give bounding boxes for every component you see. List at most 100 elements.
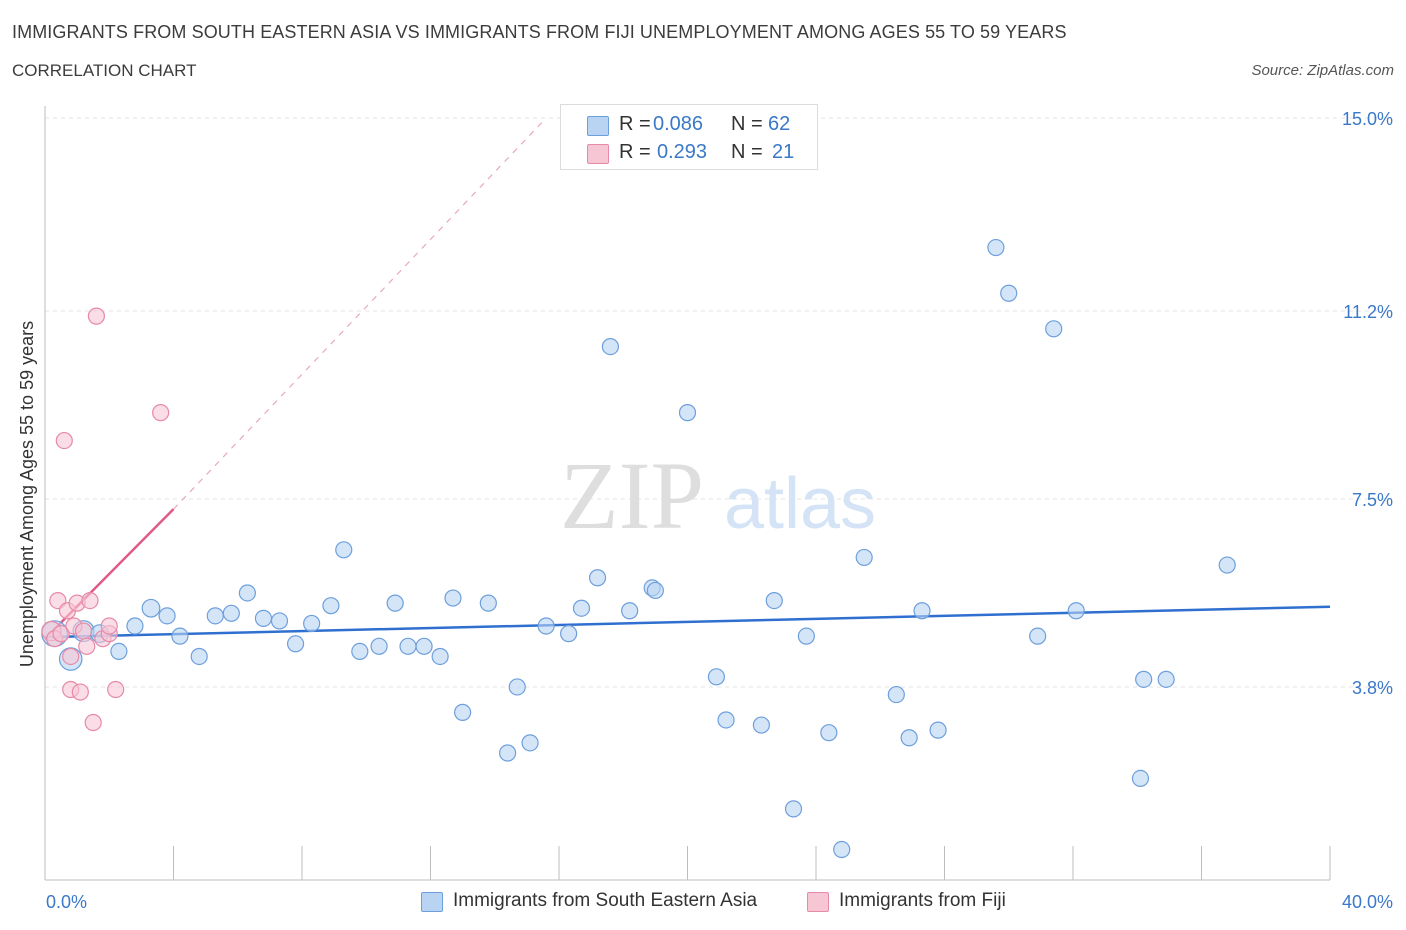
data-point-south-eastern-asia	[454, 703, 472, 721]
y-axis-title: Unemployment Among Ages 55 to 59 years	[17, 321, 37, 667]
data-point-south-eastern-asia	[572, 599, 591, 617]
data-point-fiji	[107, 680, 125, 699]
axes: 3.8% 7.5% 11.2% 15.0% 0.0% 40.0%	[44, 106, 1393, 912]
data-point-south-eastern-asia	[646, 581, 664, 600]
legend-n-label: N =	[731, 141, 763, 163]
data-point-fiji	[78, 637, 96, 655]
data-point-south-eastern-asia	[141, 598, 161, 618]
legend-r-value: 0.086	[653, 113, 704, 135]
legend-n-value: 62	[768, 113, 791, 135]
y-axis-title-group: Unemployment Among Ages 55 to 59 years	[17, 321, 37, 667]
source-credit: Source: ZipAtlas.com	[1251, 62, 1394, 79]
legend-r-value: 0.293	[657, 141, 708, 163]
data-point-south-eastern-asia	[303, 614, 321, 633]
chart-title: IMMIGRANTS FROM SOUTH EASTERN ASIA VS IM…	[12, 22, 1067, 42]
data-point-south-eastern-asia	[286, 635, 305, 653]
bottom-legend-label: Immigrants from South Eastern Asia	[453, 890, 758, 911]
data-point-south-eastern-asia	[370, 637, 388, 655]
data-point-south-eastern-asia	[820, 724, 838, 742]
legend-n-value: 21	[772, 141, 795, 163]
watermark: ZIP atlas	[560, 442, 876, 549]
data-point-south-eastern-asia	[621, 602, 639, 620]
data-point-south-eastern-asia	[1045, 320, 1063, 338]
legend-row-fiji: R = 0.293 N = 21	[561, 139, 817, 167]
data-point-south-eastern-asia	[479, 594, 497, 612]
data-point-south-eastern-asia	[1135, 670, 1153, 688]
data-point-south-eastern-asia	[1131, 769, 1150, 788]
data-point-south-eastern-asia	[351, 642, 369, 661]
data-point-south-eastern-asia	[190, 647, 208, 666]
data-point-south-eastern-asia	[797, 627, 815, 645]
data-point-fiji	[84, 713, 102, 732]
data-point-south-eastern-asia	[833, 840, 851, 859]
trend-extension-fiji	[173, 117, 547, 510]
data-point-south-eastern-asia	[254, 609, 273, 627]
data-point-south-eastern-asia	[1029, 627, 1047, 645]
data-point-south-eastern-asia	[560, 625, 578, 643]
data-point-south-eastern-asia	[765, 591, 783, 610]
data-point-fiji	[52, 625, 70, 643]
y-tick-label: 15.0%	[1342, 109, 1393, 129]
bottom-legend-swatch-blue	[421, 892, 443, 912]
data-point-south-eastern-asia	[784, 800, 803, 818]
trend-line-south-eastern-asia	[44, 605, 1331, 639]
data-point-south-eastern-asia	[601, 338, 620, 356]
data-point-fiji	[74, 622, 93, 640]
data-point-fiji	[62, 647, 80, 666]
data-point-south-eastern-asia	[1157, 670, 1175, 688]
data-point-fiji	[71, 683, 89, 701]
legend-row-south-eastern-asia: R = 0.086 N = 62	[561, 111, 817, 139]
watermark-atlas: atlas	[724, 464, 876, 544]
legend-swatch-pink	[587, 144, 609, 164]
data-point-south-eastern-asia	[126, 617, 144, 635]
data-point-south-eastern-asia	[1000, 284, 1018, 302]
data-point-south-eastern-asia	[752, 716, 770, 734]
data-point-south-eastern-asia	[206, 607, 224, 625]
data-point-fiji	[152, 404, 170, 422]
data-point-south-eastern-asia	[431, 647, 449, 666]
data-point-south-eastern-asia	[929, 721, 947, 739]
data-point-south-eastern-asia	[707, 668, 726, 686]
data-points	[41, 238, 1236, 859]
y-tick-label: 3.8%	[1352, 678, 1393, 698]
data-point-south-eastern-asia	[537, 617, 555, 635]
data-point-fiji	[87, 307, 106, 325]
data-point-south-eastern-asia	[322, 597, 340, 615]
legend-n-label: N =	[731, 113, 763, 135]
data-point-south-eastern-asia	[238, 584, 256, 602]
correlation-legend: R = 0.086 N = 62 R = 0.293 N = 21	[560, 104, 818, 170]
bottom-legend-swatch-pink	[807, 892, 829, 912]
x-tick-label-min: 0.0%	[46, 892, 87, 912]
data-point-south-eastern-asia	[521, 734, 539, 752]
data-point-south-eastern-asia	[270, 612, 289, 630]
data-point-south-eastern-asia	[1218, 556, 1236, 574]
data-point-fiji	[81, 591, 99, 610]
data-point-south-eastern-asia	[158, 607, 176, 625]
data-point-south-eastern-asia	[171, 627, 189, 645]
data-point-fiji	[100, 617, 118, 635]
data-point-south-eastern-asia	[900, 729, 918, 747]
data-point-south-eastern-asia	[499, 744, 517, 762]
data-point-south-eastern-asia	[1067, 602, 1085, 620]
grid-lines	[45, 117, 1392, 688]
data-point-south-eastern-asia	[588, 569, 607, 587]
watermark-zip: ZIP	[560, 442, 704, 549]
data-point-south-eastern-asia	[887, 685, 905, 704]
y-tick-label: 11.2%	[1343, 302, 1393, 322]
data-point-south-eastern-asia	[386, 594, 404, 612]
data-point-south-eastern-asia	[508, 678, 526, 696]
data-point-south-eastern-asia	[444, 589, 462, 607]
data-point-south-eastern-asia	[913, 602, 931, 620]
data-point-south-eastern-asia	[110, 642, 128, 661]
y-tick-label: 7.5%	[1352, 490, 1393, 510]
data-point-fiji	[55, 431, 73, 450]
data-point-south-eastern-asia	[415, 637, 433, 655]
data-point-south-eastern-asia	[222, 604, 240, 622]
data-point-south-eastern-asia	[987, 238, 1005, 257]
legend-r-label: R =	[619, 141, 651, 163]
data-point-south-eastern-asia	[399, 637, 417, 655]
legend-r-label: R =	[619, 113, 651, 135]
data-point-south-eastern-asia	[855, 548, 873, 567]
legend-swatch-blue	[587, 116, 609, 136]
chart-subtitle: CORRELATION CHART	[12, 61, 197, 80]
